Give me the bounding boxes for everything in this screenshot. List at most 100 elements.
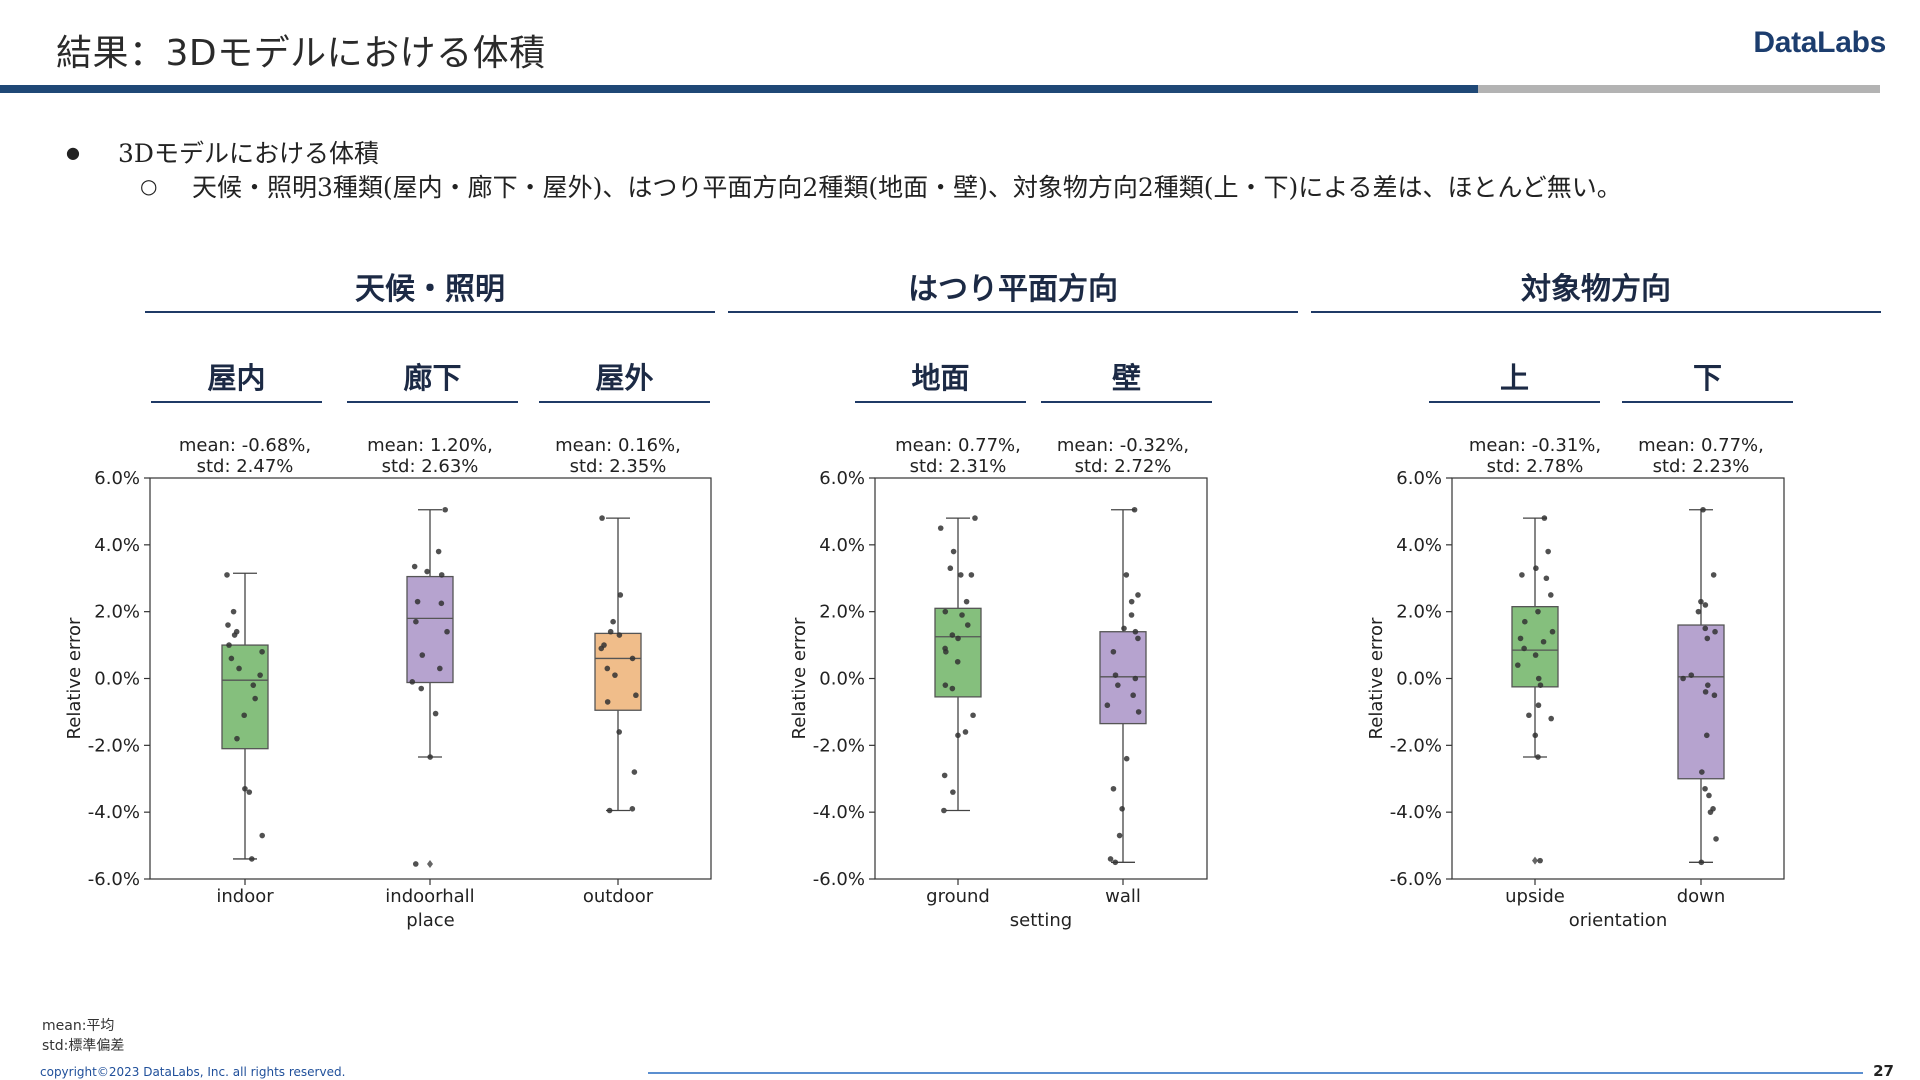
- data-point: [1123, 572, 1130, 578]
- stat-annotation-mean: mean: -0.31%,: [1469, 435, 1601, 456]
- y-tick-label: 4.0%: [1396, 535, 1442, 556]
- data-point: [941, 807, 947, 814]
- y-tick-label: 0.0%: [1396, 669, 1442, 690]
- data-point: [1116, 832, 1123, 839]
- footnote-std: std:標準偏差: [42, 1038, 125, 1054]
- group-title-object: 対象物方向: [1521, 272, 1671, 307]
- y-tick-label: -6.0%: [88, 869, 140, 890]
- y-tick-label: 0.0%: [819, 669, 865, 690]
- data-point: [1545, 548, 1551, 555]
- data-point: [412, 861, 419, 867]
- data-point: [1104, 702, 1111, 709]
- stat-annotation-std: std: 2.23%: [1653, 456, 1750, 477]
- x-tick-label: upside: [1505, 886, 1565, 907]
- data-point: [418, 685, 425, 692]
- y-tick-label: -4.0%: [813, 802, 865, 823]
- group-title-weather: 天候・照明: [355, 272, 505, 307]
- data-point: [968, 572, 975, 578]
- data-point: [411, 563, 418, 570]
- outlier-marker: [1532, 856, 1538, 865]
- data-point: [1541, 515, 1548, 521]
- data-point: [937, 525, 944, 531]
- data-point: [1535, 675, 1542, 682]
- sub-divider: [1041, 401, 1212, 403]
- data-point: [1680, 675, 1686, 682]
- data-point: [947, 565, 954, 572]
- data-point: [1698, 598, 1704, 605]
- x-tick-label: down: [1677, 886, 1726, 907]
- data-point: [241, 712, 247, 719]
- x-axis-label: place: [406, 910, 454, 931]
- y-tick-label: 6.0%: [94, 468, 140, 489]
- stat-annotation-std: std: 2.78%: [1487, 456, 1584, 477]
- y-axis-label: Relative error: [789, 617, 810, 739]
- data-point: [1540, 638, 1547, 645]
- sub-title-up: 上: [1499, 361, 1529, 395]
- data-point: [1135, 709, 1142, 715]
- title-underline-bar: [0, 85, 1478, 93]
- stat-annotation-mean: mean: 1.20%,: [367, 435, 493, 456]
- data-point: [963, 598, 970, 605]
- data-point: [1110, 648, 1117, 655]
- boxplot-charts: 6.0% 4.0% 2.0% 0.0% -2.0% -4.0% -6.0% Relative …: [64, 435, 1785, 931]
- data-point: [234, 735, 240, 742]
- page-number: 27: [1873, 1062, 1894, 1080]
- data-point: [1543, 575, 1550, 582]
- y-tick-label: 6.0%: [819, 468, 865, 489]
- data-point: [1712, 628, 1718, 635]
- y-tick-label: 2.0%: [819, 602, 865, 623]
- data-point: [414, 598, 421, 605]
- bullet-text: 3Dモデルにおける体積: [118, 139, 379, 168]
- sub-bullet-text: 天候・照明3種類(屋内・廊下・屋外)、はつり平面方向2種類(地面・壁)、対象物方…: [192, 173, 1622, 202]
- data-point: [1112, 859, 1119, 866]
- sub-divider: [855, 401, 1026, 403]
- data-point: [226, 642, 232, 648]
- data-point: [1110, 785, 1117, 792]
- data-point: [1121, 625, 1127, 632]
- plot-frame: [1451, 477, 1785, 880]
- sub-divider: [347, 401, 518, 403]
- data-point: [633, 692, 639, 699]
- data-point: [225, 622, 231, 628]
- data-point: [604, 665, 611, 672]
- data-point: [419, 652, 426, 658]
- data-point: [1700, 506, 1706, 513]
- data-point: [1532, 732, 1539, 739]
- bullet-icon: ●: [66, 143, 80, 162]
- data-point: [248, 856, 255, 862]
- stat-annotation-std: std: 2.72%: [1075, 456, 1172, 477]
- data-point: [599, 515, 605, 521]
- sub-title-ground: 地面: [911, 361, 970, 395]
- group-divider-weather: [145, 311, 715, 313]
- data-point: [1702, 689, 1709, 695]
- sub-divider: [151, 401, 322, 403]
- y-tick-label: -6.0%: [813, 869, 865, 890]
- data-point: [610, 618, 616, 625]
- data-point: [1704, 635, 1711, 642]
- y-axis-label: Relative error: [1366, 617, 1387, 739]
- stat-annotation-std: std: 2.31%: [910, 456, 1007, 477]
- data-point: [246, 789, 253, 795]
- data-point: [1704, 682, 1711, 688]
- sub-bullet-icon: ○: [140, 174, 158, 198]
- data-point: [950, 789, 956, 795]
- data-point: [1521, 645, 1527, 652]
- data-point: [616, 632, 623, 638]
- data-point: [941, 772, 948, 779]
- data-point: [435, 548, 442, 555]
- data-point: [437, 665, 443, 672]
- data-point: [1519, 572, 1525, 578]
- footnote-mean: mean:平均: [42, 1018, 115, 1034]
- data-point: [1128, 598, 1135, 605]
- data-point: [606, 807, 613, 814]
- data-point: [957, 572, 964, 578]
- data-point: [230, 608, 237, 615]
- data-point: [1549, 628, 1556, 635]
- slide-title: 結果：3Dモデルにおける体積: [56, 33, 546, 74]
- sub-divider: [1622, 401, 1793, 403]
- y-tick-label: 4.0%: [819, 535, 865, 556]
- y-tick-label: -2.0%: [1390, 735, 1442, 756]
- data-point: [1123, 755, 1130, 762]
- data-point: [1132, 675, 1139, 682]
- data-point: [1135, 635, 1141, 642]
